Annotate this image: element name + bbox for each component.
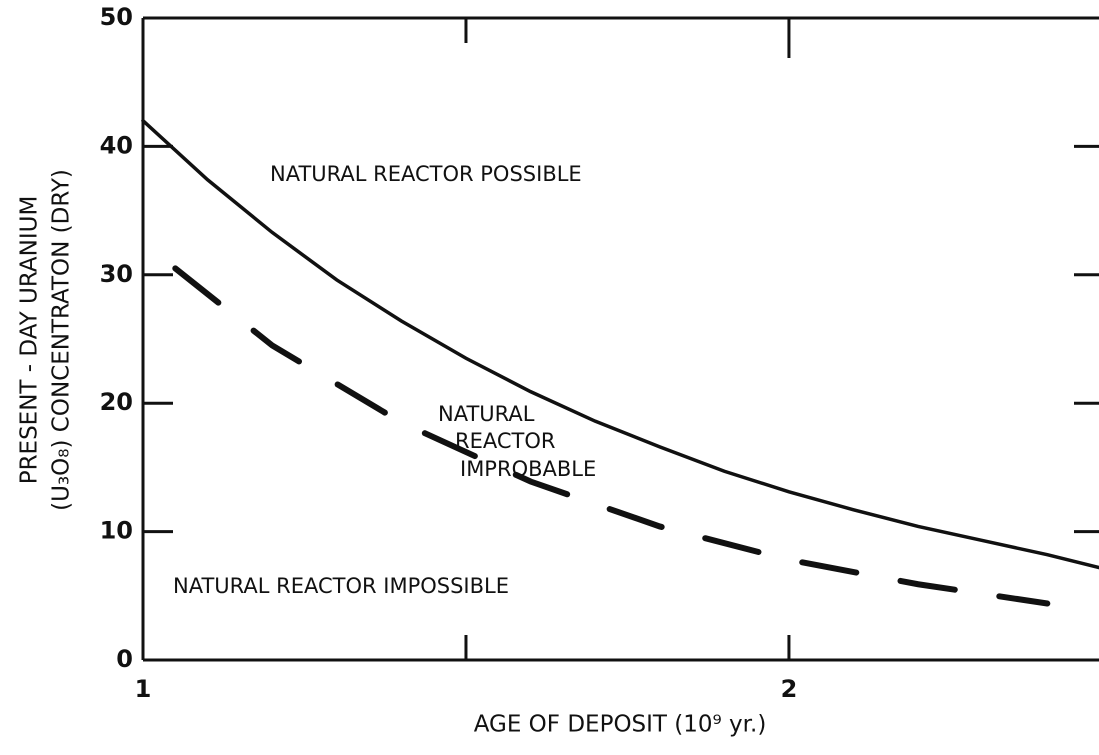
x-axis-label: AGE OF DEPOSIT (10⁹ yr.) bbox=[474, 712, 767, 738]
x-tick-label: 2 bbox=[781, 675, 798, 703]
annotation: IMPROBABLE bbox=[460, 457, 596, 481]
annotation: NATURAL bbox=[438, 402, 535, 426]
y-axis-label: (U₃O₈) CONCENTRATON (DRY) bbox=[49, 169, 75, 511]
y-tick-label: 20 bbox=[100, 388, 133, 416]
line bbox=[172, 265, 1051, 607]
annotation: NATURAL REACTOR POSSIBLE bbox=[270, 162, 582, 186]
y-tick-label: 10 bbox=[100, 517, 133, 545]
annotation: REACTOR bbox=[455, 429, 555, 453]
line bbox=[141, 118, 1099, 570]
y-axis-label: PRESENT - DAY URANIUM bbox=[17, 196, 43, 485]
y-tick-label: 0 bbox=[116, 645, 133, 673]
y-tick-label: 30 bbox=[100, 260, 133, 288]
annotation: NATURAL REACTOR IMPOSSIBLE bbox=[173, 574, 509, 598]
y-tick-label: 40 bbox=[100, 131, 133, 159]
y-tick-label: 50 bbox=[100, 3, 133, 31]
x-tick-label: 1 bbox=[135, 675, 152, 703]
